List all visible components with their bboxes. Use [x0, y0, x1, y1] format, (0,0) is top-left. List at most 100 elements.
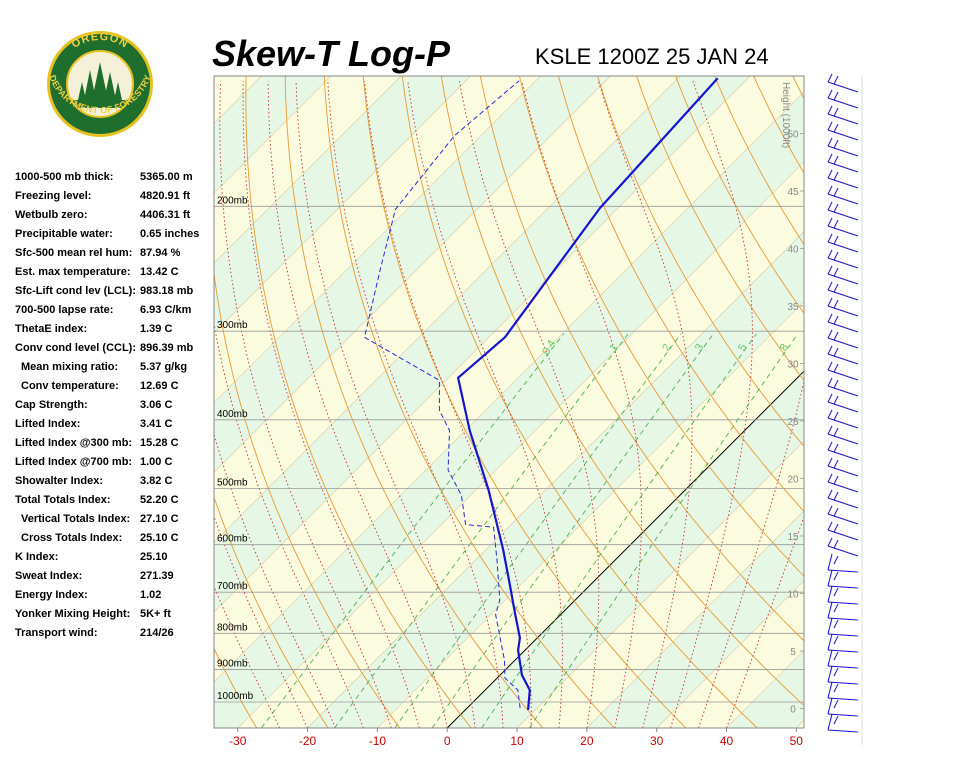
y-tick-label: 700mb [217, 581, 248, 592]
y2-tick-label: 15 [787, 532, 799, 543]
stat-label: Total Totals Index: [15, 494, 111, 506]
barb-feather [834, 172, 838, 180]
barb-staff [828, 322, 858, 332]
stat-value: 25.10 C [140, 532, 179, 544]
stat-label: Mean mixing ratio: [21, 361, 118, 373]
stat-value: 12.69 C [140, 380, 179, 392]
dry-adiabat [909, 75, 960, 728]
stat-value: 1.02 [140, 589, 161, 601]
stat-value: 214/26 [140, 627, 174, 639]
barb-staff [828, 434, 858, 444]
barb-feather [834, 716, 838, 724]
barb-staff [828, 418, 858, 428]
dry-adiabat [792, 75, 960, 728]
barb-staff [828, 586, 858, 588]
y2-tick-label: 20 [787, 474, 799, 485]
stat-label: Sweat Index: [15, 570, 82, 582]
isotherm [796, 76, 960, 728]
barb-feather [828, 74, 832, 82]
barb-feather [828, 586, 832, 602]
barb-feather [828, 266, 832, 274]
stat-value: 13.42 C [140, 266, 179, 278]
stat-value: 15.28 C [140, 437, 179, 449]
barb-staff [828, 274, 858, 284]
barb-feather [828, 394, 832, 402]
y-tick-label: 300mb [217, 320, 248, 331]
barb-staff [828, 82, 858, 92]
x-tick-label: -10 [369, 734, 387, 748]
stat-label: Cap Strength: [15, 399, 88, 411]
barb-feather [834, 140, 838, 148]
y-tick-label: 1000mb [217, 691, 254, 702]
stat-label: Lifted Index @700 mb: [15, 456, 132, 468]
barb-feather [828, 554, 832, 570]
stat-label: Energy Index: [15, 589, 88, 601]
x-tick-label: 10 [510, 734, 524, 748]
stat-value: 87.94 % [140, 247, 181, 259]
barb-staff [828, 650, 858, 652]
stat-value: 3.06 C [140, 399, 172, 411]
stat-value: 5365.00 m [140, 171, 193, 183]
barb-staff [828, 618, 858, 620]
barb-feather [828, 314, 832, 322]
barb-staff [828, 546, 858, 556]
barb-feather [834, 108, 838, 116]
barb-staff [828, 370, 858, 380]
barb-feather [828, 170, 832, 178]
barb-feather [828, 442, 832, 450]
y2-tick-label: 30 [787, 359, 799, 370]
barb-staff [828, 698, 858, 700]
barb-feather [828, 218, 832, 226]
barb-feather [834, 460, 838, 468]
barb-feather [834, 380, 838, 388]
barb-feather [828, 618, 832, 634]
barb-staff [828, 98, 858, 108]
barb-staff [828, 354, 858, 364]
y-tick-label: 400mb [217, 409, 248, 420]
barb-feather [834, 668, 838, 676]
barb-feather [828, 634, 832, 650]
barb-feather [834, 428, 838, 436]
x-tick-label: 40 [720, 734, 734, 748]
barb-feather [828, 410, 832, 418]
barb-feather [828, 282, 832, 290]
barb-feather [834, 220, 838, 228]
barb-feather [828, 538, 832, 546]
barb-feather [828, 682, 832, 698]
barb-feather [828, 330, 832, 338]
stat-label: Wetbulb zero: [15, 209, 88, 221]
barb-feather [834, 444, 838, 452]
stat-value: 3.82 C [140, 475, 172, 487]
barb-feather [834, 652, 838, 660]
barb-feather [834, 396, 838, 404]
x-tick-label: 0 [444, 734, 451, 748]
barb-feather [834, 492, 838, 500]
barb-feather [834, 348, 838, 356]
barb-feather [834, 556, 838, 564]
barb-feather [834, 188, 838, 196]
barb-feather [828, 378, 832, 386]
stat-value: 27.10 C [140, 513, 179, 525]
barb-feather [828, 426, 832, 434]
stat-label: Freezing level: [15, 190, 91, 202]
stat-value: 6.93 C/km [140, 304, 192, 316]
barb-feather [828, 234, 832, 242]
barb-feather [834, 316, 838, 324]
barb-feather [828, 106, 832, 114]
barb-staff [828, 242, 858, 252]
barb-staff [828, 570, 858, 572]
barb-staff [828, 730, 858, 732]
x-tick-label: -20 [299, 734, 317, 748]
barb-feather [834, 76, 838, 84]
y2-tick-label: 45 [787, 187, 799, 198]
y2-tick-label: 5 [790, 647, 796, 658]
barb-staff [828, 466, 858, 476]
barb-feather [828, 154, 832, 162]
stat-value: 4820.91 ft [140, 190, 190, 202]
y-tick-label: 600mb [217, 534, 248, 545]
barb-feather [834, 364, 838, 372]
barb-staff [828, 714, 858, 716]
stat-value: 3.41 C [140, 418, 172, 430]
isotherm [866, 76, 960, 728]
barb-feather [828, 138, 832, 146]
